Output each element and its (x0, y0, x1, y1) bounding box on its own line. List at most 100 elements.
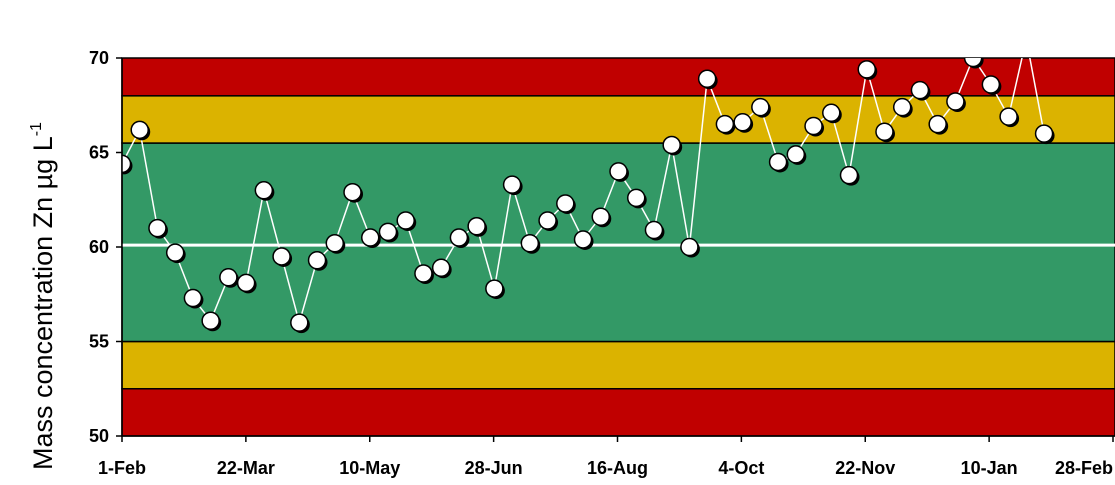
data-point-marker (573, 230, 593, 249)
series-group (122, 31, 1055, 334)
x-tick-label: 28-Feb (1055, 458, 1113, 478)
y-axis-label-superscript: -1 (28, 122, 45, 136)
data-point (804, 116, 825, 137)
data-point-marker (910, 80, 930, 100)
data-point-marker (662, 135, 681, 155)
data-point-marker (715, 114, 735, 134)
data-point (644, 220, 665, 241)
data-point-marker (804, 116, 823, 136)
data-point-marker (786, 145, 806, 164)
data-point-marker (414, 264, 433, 283)
data-point-marker (591, 207, 611, 227)
tick-labels-group: 50 55 60 65 70 1-Feb 22-Mar 10-May 28-Jun 16-Aug 4… (89, 48, 1114, 478)
data-point-marker (502, 175, 522, 194)
data-point (343, 182, 364, 203)
data-point-marker (999, 107, 1018, 126)
data-point-marker (981, 75, 1001, 94)
x-tick-label: 16-Aug (587, 458, 648, 478)
data-point-marker (148, 218, 167, 238)
data-point (591, 207, 612, 228)
x-tick-label: 1-Feb (98, 458, 146, 478)
data-point (254, 181, 275, 201)
data-point-marker (254, 181, 274, 200)
data-point (148, 218, 168, 239)
data-point (520, 233, 541, 254)
x-tick-label: 10-May (339, 458, 400, 478)
data-point (1034, 124, 1055, 145)
x-tick-label: 28-Jun (465, 458, 523, 478)
data-point-marker (768, 152, 788, 172)
data-point-marker (733, 113, 752, 132)
data-point (201, 311, 222, 332)
data-point-marker (822, 103, 841, 123)
data-point (697, 69, 718, 90)
data-point (130, 120, 151, 141)
y-tick-label: 55 (89, 332, 109, 352)
y-tick-label: 65 (89, 143, 109, 163)
data-point-marker (272, 247, 291, 266)
data-point-marker (857, 60, 876, 79)
data-point-shadow (1020, 33, 1037, 50)
y-axis-label: Mass concentration Zn µg L-1 (28, 122, 58, 470)
data-point (999, 107, 1020, 128)
data-point (768, 152, 789, 173)
data-point-marker (219, 267, 238, 287)
data-point (786, 145, 807, 165)
data-point (449, 228, 470, 249)
data-point-marker (467, 216, 486, 236)
band-4 (121, 57, 1115, 97)
data-point-marker (201, 311, 220, 330)
data-point (485, 279, 505, 300)
data-point (183, 288, 204, 309)
data-point-marker (290, 313, 309, 332)
data-point-marker (183, 288, 203, 308)
data-point-marker (325, 233, 345, 253)
x-tick-label: 22-Nov (835, 458, 895, 478)
data-point (1018, 31, 1037, 50)
data-point (680, 237, 700, 258)
data-point (857, 60, 878, 80)
data-point (556, 194, 576, 215)
data-point (928, 114, 949, 135)
data-point (751, 97, 771, 118)
data-point-marker (122, 154, 132, 174)
data-point (662, 135, 683, 156)
data-point (839, 165, 860, 186)
data-point-marker (946, 92, 965, 111)
data-point (946, 92, 966, 112)
data-point (822, 103, 842, 124)
data-point (219, 267, 239, 288)
y-tick-label: 70 (89, 48, 109, 68)
data-point (414, 264, 434, 284)
data-point (307, 250, 328, 271)
data-point (626, 188, 647, 209)
band-0 (121, 388, 1115, 437)
data-point (573, 230, 594, 250)
x-tick-label: 10-Jan (961, 458, 1018, 478)
y-tick-label: 50 (89, 426, 109, 446)
data-point-marker (680, 237, 699, 257)
data-point (502, 175, 523, 196)
y-tick-label: 60 (89, 237, 109, 257)
data-point-marker (751, 97, 770, 117)
x-tick-label: 4-Oct (718, 458, 764, 478)
data-point (122, 154, 133, 175)
data-point-marker (697, 69, 717, 89)
data-point (325, 233, 346, 254)
data-point-marker (307, 250, 327, 270)
data-point (981, 75, 1002, 95)
data-point (396, 211, 417, 232)
control-bands (121, 57, 1115, 437)
data-point-marker (928, 114, 947, 134)
data-point-marker (520, 233, 540, 253)
data-point-marker (644, 220, 664, 240)
data-point (467, 216, 488, 237)
data-point (609, 162, 629, 182)
data-point-marker (343, 182, 362, 202)
data-point-marker (130, 120, 149, 140)
data-point (538, 211, 559, 232)
band-3 (121, 95, 1115, 144)
data-point-marker (431, 258, 451, 278)
data-point-marker (963, 58, 983, 68)
